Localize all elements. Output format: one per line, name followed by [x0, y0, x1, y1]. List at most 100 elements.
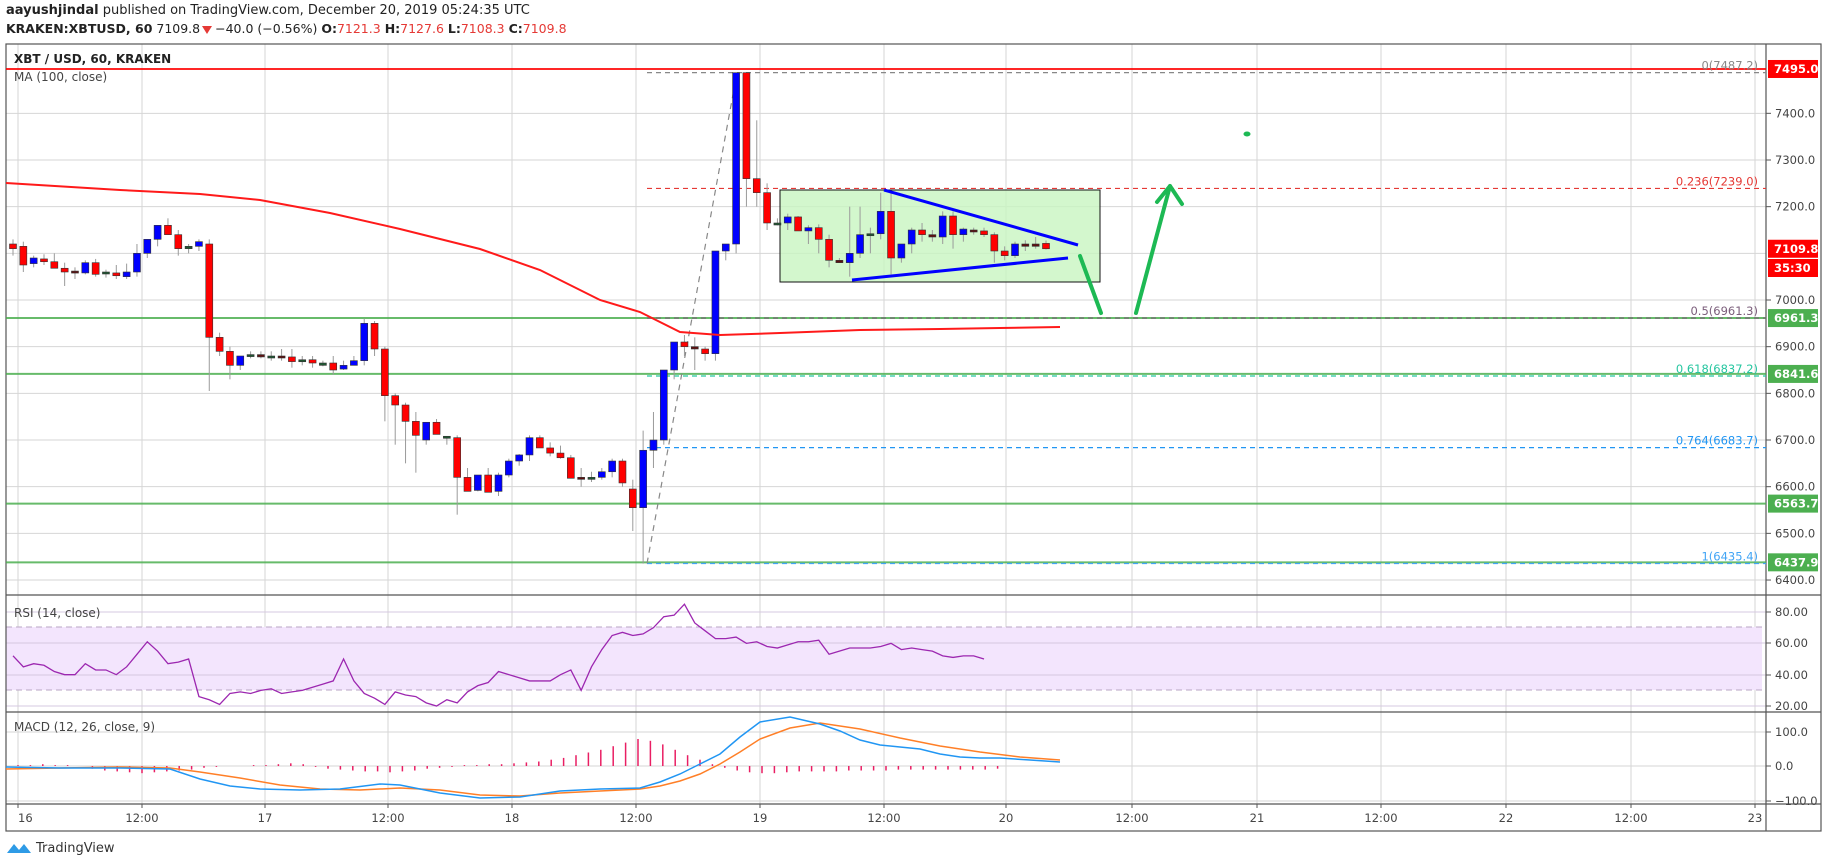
- open-value: 7121.3: [336, 21, 381, 36]
- tradingview-logo[interactable]: TradingView: [6, 840, 115, 856]
- candle-body: [628, 488, 637, 508]
- candle-body: [556, 452, 565, 459]
- candle-body: [670, 341, 678, 371]
- price-tag-label: 35:30: [1774, 261, 1811, 275]
- rsi-line: [12, 603, 985, 707]
- candle-body: [525, 437, 534, 456]
- candle-body: [236, 355, 245, 366]
- candle-body: [484, 474, 492, 493]
- candle-body: [184, 246, 193, 249]
- candle-body: [1031, 243, 1040, 247]
- fib-label: 0.236(7239.0): [1676, 174, 1758, 188]
- price-tag: [1768, 59, 1818, 78]
- candle-body: [370, 323, 379, 350]
- candle-body: [401, 404, 410, 422]
- candle-body: [546, 447, 554, 454]
- candle-body: [794, 216, 802, 232]
- candle-body: [381, 348, 389, 396]
- candle-body: [639, 449, 647, 508]
- candle-body: [40, 258, 48, 263]
- candle-body: [515, 454, 523, 462]
- candle-body: [71, 270, 79, 274]
- candle-body: [494, 474, 503, 492]
- macd-line: [5, 716, 1061, 799]
- time-axis-label: 12:00: [125, 811, 158, 825]
- candle-body: [928, 234, 937, 238]
- time-axis-label: 12:00: [1614, 811, 1647, 825]
- time-axis-label: 12:00: [371, 811, 404, 825]
- candle-body: [350, 360, 358, 366]
- triangle-upper-trendline: [883, 188, 1079, 247]
- candle-body: [711, 250, 720, 354]
- ma100-line: [5, 182, 1061, 337]
- price-axis-label: 7200.0: [1775, 200, 1815, 214]
- price-axis-label: 6900.0: [1775, 340, 1815, 354]
- price-tag: [1768, 364, 1818, 383]
- macd-signal-line: [5, 722, 1061, 797]
- candle-body: [598, 471, 606, 478]
- candle-body: [195, 241, 203, 247]
- candle-body: [536, 437, 544, 449]
- candle-body: [690, 346, 699, 350]
- candle-body: [391, 395, 400, 406]
- candle-body: [432, 421, 441, 435]
- last-price: 7109.8: [156, 21, 201, 36]
- candle-body: [866, 233, 875, 237]
- candle-body: [215, 337, 224, 352]
- rsi-legend[interactable]: RSI (14, close): [14, 606, 101, 620]
- price-axis-label: 6500.0: [1775, 526, 1815, 540]
- candle-body: [1011, 243, 1019, 256]
- candle-body: [246, 354, 255, 357]
- candle-body: [112, 272, 121, 277]
- logo-text: TradingView: [36, 840, 115, 856]
- candle-body: [1000, 250, 1009, 256]
- candle-body: [505, 460, 513, 476]
- down-path-icon: [1078, 254, 1103, 315]
- macd-axis-label: 0.0: [1775, 759, 1793, 773]
- candle-body: [288, 356, 296, 362]
- candle-body: [887, 211, 895, 259]
- candle-body: [319, 362, 327, 366]
- fib-label: 1(6435.4): [1701, 549, 1758, 563]
- price-tag: [1768, 259, 1818, 277]
- candle-body: [680, 341, 689, 347]
- candle-body: [1021, 243, 1030, 247]
- candle-body: [298, 359, 307, 363]
- candle-body: [474, 474, 482, 491]
- symbol-info: KRAKEN:XBTUSD, 60 7109.8 −40.0 (−0.56%) O…: [6, 21, 567, 36]
- candle-body: [618, 460, 627, 484]
- author-name[interactable]: aayushjindal: [6, 3, 99, 18]
- up-arrow-head-icon: [1155, 184, 1184, 206]
- ma-legend[interactable]: MA (100, close): [14, 70, 108, 84]
- candle-body: [577, 477, 585, 480]
- price-axis-label: 6600.0: [1775, 480, 1815, 494]
- candle-body: [257, 354, 265, 358]
- low-label: L:: [447, 21, 461, 36]
- candle-body: [453, 437, 461, 478]
- symbol: KRAKEN:XBTUSD, 60: [6, 21, 153, 36]
- candle-body: [907, 229, 916, 245]
- candle-body: [773, 222, 782, 226]
- price-axis-label: 7300.0: [1775, 153, 1815, 167]
- price-tag-label: 6437.9: [1774, 555, 1818, 569]
- rsi-axis-label: 20.00: [1775, 699, 1808, 713]
- candle-body: [308, 359, 317, 364]
- candle-body: [752, 178, 761, 193]
- candle-body: [174, 234, 183, 249]
- price-axis-label: 7000.0: [1775, 293, 1815, 307]
- candle-body: [763, 192, 771, 224]
- candle-body: [133, 253, 141, 273]
- candle-body: [876, 211, 885, 235]
- candle-body: [938, 215, 947, 238]
- candle-body: [980, 230, 988, 235]
- time-axis-label: 17: [258, 811, 273, 825]
- candle-body: [360, 323, 369, 361]
- candle-body: [463, 477, 472, 492]
- time-axis-label: 18: [505, 811, 520, 825]
- candle-body: [9, 243, 17, 249]
- macd-legend[interactable]: MACD (12, 26, close, 9): [14, 720, 156, 734]
- candle-body: [91, 262, 100, 275]
- candle-body: [990, 234, 999, 252]
- chart-frame: [5, 43, 1822, 832]
